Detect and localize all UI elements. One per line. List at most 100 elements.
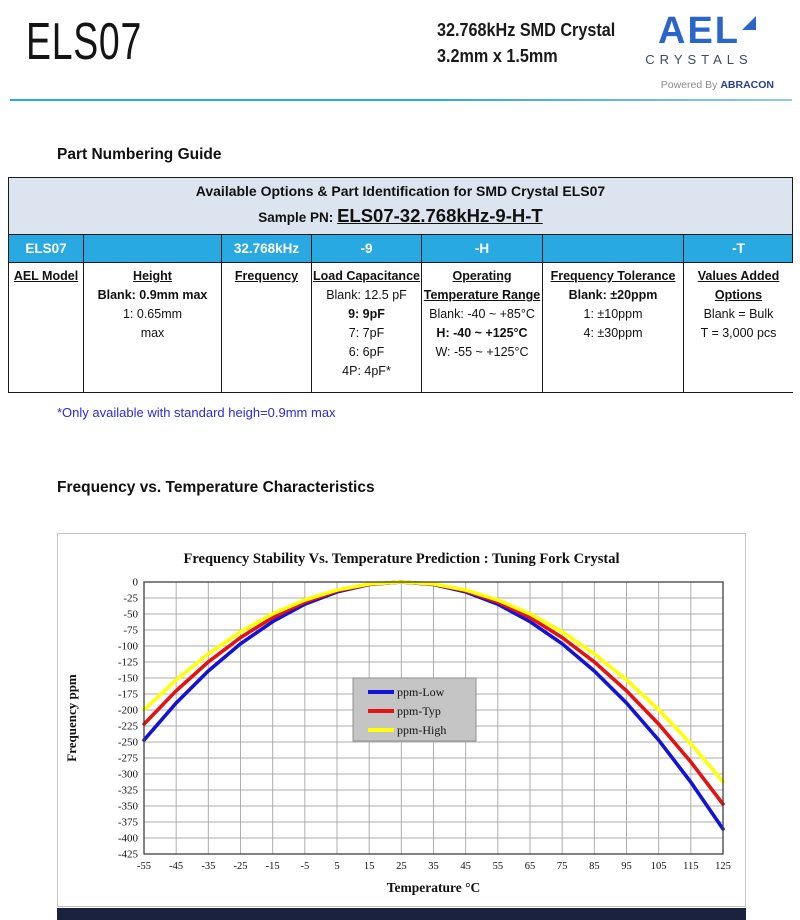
option-line: 6: 6pF: [348, 345, 385, 359]
pn-code-cell: -T: [683, 235, 793, 262]
abracon-brand: ABRACON: [720, 79, 774, 91]
y-tick-label: -125: [118, 657, 139, 669]
y-tick-label: -200: [118, 705, 139, 717]
x-tick-label: -45: [169, 861, 183, 872]
option-line: T = 3,000 pcs: [700, 326, 777, 340]
column-header: Frequency: [234, 269, 299, 283]
sample-pn-value: ELS07-32.768kHz-9-H-T: [337, 205, 543, 226]
x-tick-label: 75: [557, 861, 568, 872]
pn-option-cell: Values Added Options Blank = Bulk T = 3,000…: [683, 263, 793, 392]
y-tick-label: -50: [123, 609, 138, 621]
frequency-temperature-chart: 0 -25 -50 -75 -100 -125 -150 -175 -200 -225 -250 -2…: [64, 577, 731, 896]
legend-label-ppm-typ: ppm-Typ: [397, 704, 441, 718]
x-tick-label: 65: [525, 861, 536, 872]
column-header: Options: [714, 288, 763, 302]
y-tick-label: -250: [118, 737, 139, 749]
y-tick-label: -275: [118, 753, 139, 765]
pn-option-cell: Frequency Tolerance Blank: ±20ppm 1: ±10pp…: [542, 263, 683, 392]
x-tick-label: -35: [201, 861, 215, 872]
x-tick-label: -55: [137, 861, 151, 872]
y-tick-label: -75: [123, 625, 138, 637]
header-divider: [10, 99, 792, 101]
x-tick-label: 85: [589, 861, 600, 872]
pn-code-cell: [83, 235, 221, 262]
y-tick-label: -375: [118, 817, 139, 829]
pn-option-cell: Load Capacitance Blank: 12.5 pF 9: 9pF 7: 7…: [311, 263, 421, 392]
pn-code-cell: -H: [421, 235, 542, 262]
logo-triangle-icon: [742, 16, 756, 30]
part-numbering-table: Available Options & Part Identification …: [8, 177, 793, 393]
option-line: H: -40 ~ +125°C: [436, 326, 528, 340]
y-tick-label: -25: [123, 593, 138, 605]
pn-code-cell: 32.768kHz: [221, 235, 311, 262]
column-header: Values Added: [697, 269, 780, 283]
pn-code-row: ELS07 32.768kHz -9 -H -T: [9, 235, 792, 263]
x-tick-label: 105: [651, 861, 667, 872]
pn-code-cell: ELS07: [25, 241, 67, 256]
option-line: 4P: 4pF*: [342, 364, 391, 378]
x-tick-label: 45: [460, 861, 471, 872]
column-header: Operating: [452, 269, 512, 283]
logo-wordmark: AEL: [658, 12, 756, 50]
pn-code-cell: -9: [311, 235, 421, 262]
pn-options-row: AEL Model Height Blank: 0.9mm max 1: 0.65mm…: [9, 263, 793, 392]
subtitle-line2: 3.2mm x 1.5mm: [437, 46, 558, 66]
y-tick-label: -225: [118, 721, 139, 733]
y-tick-label: -350: [118, 801, 139, 813]
page-footer-bar: [57, 908, 746, 920]
y-axis-title: Frequency ppm: [64, 674, 79, 762]
sample-pn-label: Sample PN:: [258, 210, 338, 225]
option-line: W: -55 ~ +125°C: [435, 345, 529, 359]
subtitle-line1: 32.768kHz SMD Crystal: [437, 20, 616, 40]
x-tick-label: 95: [621, 861, 632, 872]
option-line: Blank: 0.9mm max: [97, 288, 208, 302]
legend-label-ppm-high: ppm-High: [397, 723, 446, 737]
option-line: Blank = Bulk: [703, 307, 774, 321]
pn-code-cell: [542, 235, 683, 262]
column-header: Height: [133, 269, 172, 283]
y-tick-label: -425: [118, 849, 139, 861]
column-header: Temperature Range: [423, 288, 541, 302]
section-title-chart: Frequency vs. Temperature Characteristic…: [57, 479, 375, 496]
table-title-band: Available Options & Part Identification …: [9, 178, 792, 235]
column-header: AEL Model: [13, 269, 79, 283]
x-axis-title: Temperature °C: [387, 880, 481, 895]
powered-by: Powered By ABRACON: [660, 79, 774, 91]
legend-label-ppm-low: ppm-Low: [397, 685, 445, 699]
x-tick-label: 25: [396, 861, 407, 872]
pn-option-cell: AEL Model: [9, 263, 83, 392]
x-tick-label: -5: [300, 861, 309, 872]
table-title: Available Options & Part Identification …: [195, 183, 606, 199]
x-tick-label: 55: [493, 861, 504, 872]
x-tick-label: 35: [428, 861, 439, 872]
x-tick-label: 5: [334, 861, 339, 872]
y-tick-label: -325: [118, 785, 139, 797]
sample-pn-line: Sample PN: ELS07-32.768kHz-9-H-T: [9, 205, 792, 227]
y-tick-label: -150: [118, 673, 139, 685]
option-line: 1: 0.65mm: [122, 307, 183, 321]
plot-border: [143, 581, 724, 855]
x-tick-label: 115: [683, 861, 698, 872]
column-header: Load Capacitance: [313, 269, 420, 283]
chart-container: 0 -25 -50 -75 -100 -125 -150 -175 -200 -225 -250 -2…: [57, 533, 746, 907]
x-tick-label: 15: [364, 861, 375, 872]
y-tick-label: -100: [118, 641, 139, 653]
chart-title: Frequency Stability Vs. Temperature Pred…: [183, 551, 620, 567]
curve-ppm-high: [142, 580, 725, 784]
pn-option-cell: Operating Temperature Range Blank: -40 ~ +…: [421, 263, 542, 392]
option-line: 1: ±10ppm: [583, 307, 643, 321]
option-line: 4: ±30ppm: [583, 326, 643, 340]
page-title: ELS07: [26, 13, 143, 71]
x-tick-label: -25: [234, 861, 248, 872]
column-header: Frequency Tolerance: [550, 269, 676, 283]
option-line: 9: 9pF: [348, 307, 385, 321]
logo-subtext: CRYSTALS: [645, 52, 753, 67]
brand-logo: AEL CRYSTALS Powered By ABRACON: [624, 12, 774, 91]
pn-option-cell: Height Blank: 0.9mm max 1: 0.65mm max: [83, 263, 221, 392]
x-tick-label: -15: [266, 861, 280, 872]
y-tick-label: 0: [133, 577, 139, 589]
pn-option-cell: Frequency: [221, 263, 311, 392]
option-line: Blank: -40 ~ +85°C: [429, 307, 535, 321]
option-line: max: [140, 326, 165, 340]
